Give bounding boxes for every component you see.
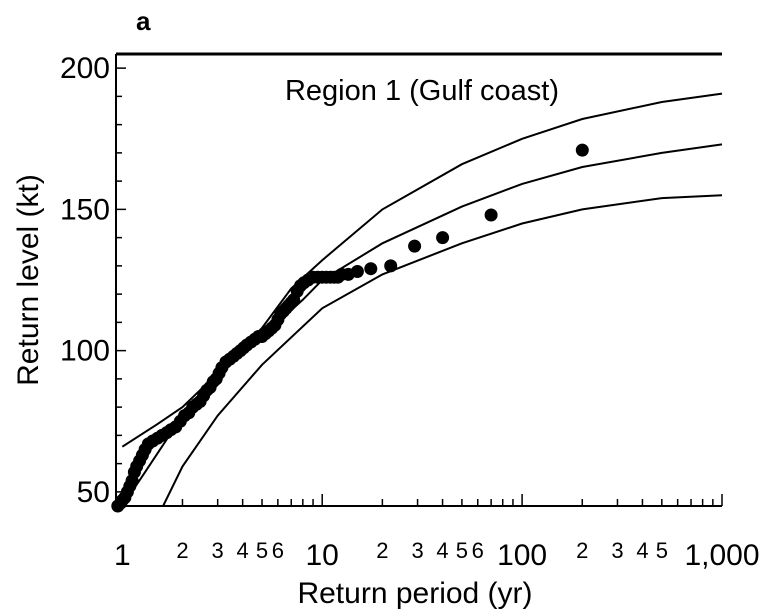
data-point xyxy=(575,143,589,157)
curve-central xyxy=(121,143,723,507)
x-axis-ticks: 1 2 3 4 5 6 10 2 3 4 5 6 100 2 3 4 5 1,000 xyxy=(114,494,760,572)
x-tick-label: 6 xyxy=(472,538,484,563)
data-point xyxy=(350,265,364,278)
chart-annotation: Region 1 (Gulf coast) xyxy=(285,75,559,107)
x-tick-label: 4 xyxy=(636,538,648,563)
data-point xyxy=(436,231,450,245)
data-point xyxy=(384,259,398,273)
curve-upper xyxy=(121,92,723,448)
y-tick-label: 50 xyxy=(77,476,110,509)
confidence-curves xyxy=(121,92,723,507)
x-tick-label: 100 xyxy=(497,539,547,572)
panel-label: a xyxy=(136,6,151,36)
x-tick-label: 3 xyxy=(611,538,623,563)
data-point xyxy=(484,208,498,222)
plot-frame xyxy=(115,52,722,507)
x-tick-label: 3 xyxy=(411,538,423,563)
data-point xyxy=(408,239,422,253)
x-tick-label: 6 xyxy=(272,538,284,563)
x-tick-label: 5 xyxy=(656,538,668,563)
x-tick-label: 2 xyxy=(376,538,388,563)
x-tick-label: 4 xyxy=(237,538,249,563)
y-axis-ticks: 50 100 150 200 xyxy=(60,52,126,509)
x-tick-label: 3 xyxy=(212,538,224,563)
x-tick-label: 2 xyxy=(576,538,588,563)
x-tick-label: 10 xyxy=(306,539,339,572)
x-tick-label: 4 xyxy=(436,538,448,563)
curve-lower xyxy=(162,194,723,507)
data-point xyxy=(364,262,378,276)
x-axis-title: Return period (yr) xyxy=(297,577,532,610)
x-tick-label: 1 xyxy=(114,539,131,572)
x-tick-label: 5 xyxy=(256,538,268,563)
data-points xyxy=(111,143,589,513)
x-tick-label: 1,000 xyxy=(684,539,759,572)
y-tick-label: 100 xyxy=(60,335,110,368)
x-tick-label: 2 xyxy=(176,538,188,563)
x-tick-label: 5 xyxy=(456,538,468,563)
y-tick-label: 200 xyxy=(60,52,110,85)
y-tick-label: 150 xyxy=(60,193,110,226)
y-axis-title: Return level (kt) xyxy=(12,174,45,386)
